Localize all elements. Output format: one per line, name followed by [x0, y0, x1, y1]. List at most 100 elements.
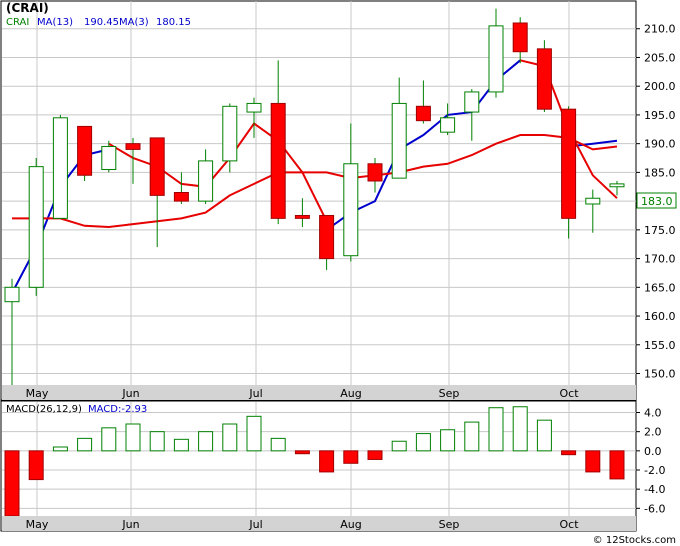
candle [367, 158, 383, 193]
price-y-tick-label: 175.0 [644, 224, 676, 237]
candle-body-down [294, 214, 310, 219]
candle [222, 103, 238, 173]
macd-bar-positive [173, 438, 189, 452]
macd-bar-positive [488, 407, 504, 452]
macd-x-label-jun: Jun [121, 518, 139, 531]
macd-bar-positive [512, 406, 528, 452]
macd-x-label-oct: Oct [559, 518, 579, 531]
chart-title: (CRAI) [6, 1, 49, 15]
macd-x-label-sep: Sep [439, 518, 460, 531]
price-y-tick-label: 155.0 [644, 339, 676, 352]
candle [149, 137, 165, 248]
candle-body-down [270, 102, 286, 219]
price-x-labels: May Jun Jul Aug Sep Oct [26, 387, 580, 400]
candle [101, 140, 117, 173]
candle-body-up [585, 197, 601, 205]
candle [488, 8, 504, 98]
candle-body-down [415, 105, 431, 122]
ma-line-3 [108, 122, 328, 222]
candle-body-down [512, 22, 528, 53]
candle-body-up [343, 163, 359, 257]
candle-body-down [173, 192, 189, 202]
candle-body-down [125, 143, 141, 150]
macd-plot-frame [0, 400, 637, 532]
candle [464, 89, 480, 141]
macd-bar-positive [391, 440, 407, 452]
macd-x-label-aug: Aug [340, 518, 361, 531]
macd-bar-positive [536, 419, 552, 452]
price-panel: May Jun Jul Aug Sep Oct 150.0 155.0 160.0 165.0 1… [0, 0, 677, 401]
macd-y-ticks: 4.0 2.0 0.0 -2.0 -4.0 -6.0 [636, 407, 665, 515]
last-price-box [636, 192, 677, 209]
price-y-tick-label: 160.0 [644, 310, 676, 323]
candle [28, 158, 44, 296]
price-y-tick-label: 210.0 [644, 23, 676, 36]
candle [391, 77, 407, 179]
candle [440, 103, 456, 136]
macd-bar-negative [585, 450, 601, 473]
candle [77, 125, 93, 182]
candle-body-down [149, 137, 165, 196]
legend-ma13-label: MA(13) [37, 17, 73, 28]
macd-value: MACD:-2.93 [88, 404, 147, 415]
price-x-label-sep: Sep [439, 387, 460, 400]
footer-credit: © 12Stocks.com [593, 535, 676, 546]
candle [4, 278, 20, 388]
candle [512, 17, 528, 64]
macd-bars [4, 406, 625, 517]
candle-body-up [464, 91, 480, 113]
price-x-label-oct: Oct [559, 387, 579, 400]
macd-bar-positive [125, 423, 141, 452]
price-plot-frame [0, 0, 637, 401]
price-y-tick-label: 200.0 [644, 80, 676, 93]
macd-bar-positive [101, 427, 117, 452]
candle [536, 40, 552, 113]
candle-body-up [52, 117, 68, 219]
candle-body-up [488, 25, 504, 93]
legend-crai: CRAI [6, 17, 29, 28]
candle-body-down [536, 48, 552, 110]
candle-body-down [367, 163, 383, 182]
macd-bar-negative [294, 450, 310, 455]
macd-x-label-may: May [26, 518, 49, 531]
macd-y-tick-label: 4.0 [644, 407, 662, 420]
candle [319, 214, 335, 271]
candle [173, 172, 189, 204]
candle-body-down [561, 108, 577, 219]
macd-bar-positive [77, 437, 93, 452]
macd-bar-negative [367, 450, 383, 460]
ma-line-2 [12, 134, 618, 229]
price-y-tick-label: 190.0 [644, 138, 676, 151]
macd-bar-negative [4, 450, 20, 517]
candle [609, 181, 625, 196]
macd-bar-positive [52, 446, 68, 452]
candle [343, 123, 359, 262]
macd-bar-positive [415, 433, 431, 452]
price-y-tick-label: 150.0 [644, 368, 676, 381]
macd-x-label-jul: Jul [248, 518, 262, 531]
candle [125, 137, 141, 184]
price-y-tick-label: 205.0 [644, 51, 676, 64]
candle [415, 80, 431, 124]
macd-bar-positive [222, 423, 238, 452]
candle [294, 198, 310, 227]
candle-body-up [101, 146, 117, 171]
price-x-label-aug: Aug [340, 387, 361, 400]
macd-date-strip [2, 516, 636, 531]
macd-bar-negative [561, 450, 577, 456]
candle [585, 189, 601, 233]
candle-body-up [222, 105, 238, 162]
candle [198, 149, 214, 204]
macd-bar-positive [440, 429, 456, 452]
legend-ma3-label: MA(3) [119, 17, 149, 28]
price-grid [2, 1, 636, 385]
macd-y-tick-label: -4.0 [644, 483, 665, 496]
macd-bar-negative [28, 450, 44, 481]
macd-bar-negative [609, 450, 625, 480]
candle-body-down [77, 125, 93, 176]
candle [270, 60, 286, 225]
price-legend: CRAI MA(13) 190.45 MA(3) 180.15 [6, 17, 191, 28]
macd-bar-negative [343, 450, 359, 464]
candle-body-up [246, 102, 262, 113]
candle-body-up [4, 286, 20, 303]
